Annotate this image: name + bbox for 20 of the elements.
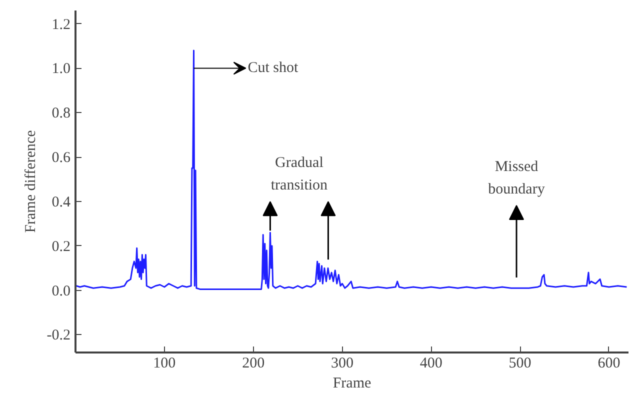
annotation: Gradual transition [270,155,328,194]
x-tick-label: 400 [420,356,442,372]
y-tick-label: 0.8 [52,106,70,122]
annotation: Cut shot [248,60,300,76]
x-tick-label: 500 [508,356,532,372]
y-tick-label: 1.2 [52,16,70,33]
y-tick-label: 0.4 [52,194,71,210]
x-axis-title: Frame [332,376,372,392]
y-tick-label: 0.0 [52,283,70,300]
annotation: Missed boundary [488,159,546,198]
y-axis-title: Frame difference [22,130,39,233]
x-tick-label: 100 [153,356,176,372]
x-tick-label: 600 [598,356,620,372]
x-tick-label: 300 [330,356,354,372]
y-tick-label: 1.0 [52,61,70,78]
y-tick-label: 0.6 [52,150,71,166]
x-tick-label: 200 [242,356,265,372]
y-tick-label: -0.2 [46,328,71,344]
line-series [76,50,628,290]
y-tick-label: 0.2 [52,238,70,255]
